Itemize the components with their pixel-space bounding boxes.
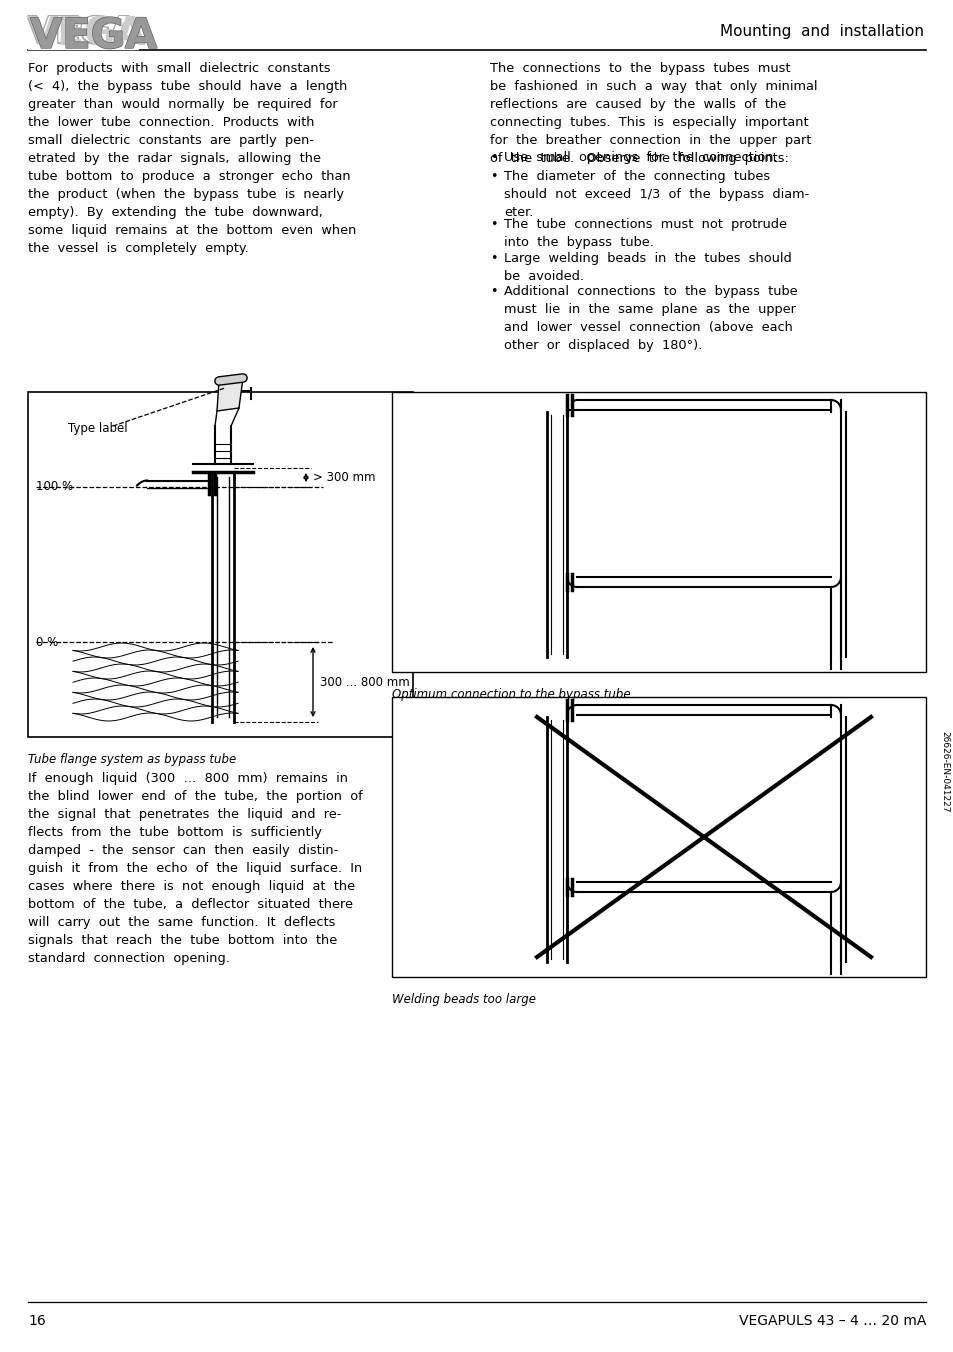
Text: VEGA: VEGA xyxy=(28,15,138,49)
Text: VEGA: VEGA xyxy=(28,16,138,50)
Text: 300 ... 800 mm: 300 ... 800 mm xyxy=(319,676,410,688)
Text: The  diameter  of  the  connecting  tubes
should  not  exceed  1/3  of  the  byp: The diameter of the connecting tubes sho… xyxy=(503,169,808,219)
Text: VEGA: VEGA xyxy=(28,15,147,53)
Text: The  connections  to  the  bypass  tubes  must
be  fashioned  in  such  a  way  : The connections to the bypass tubes must… xyxy=(490,62,817,165)
Text: VEGA: VEGA xyxy=(27,16,136,50)
Text: •: • xyxy=(490,251,497,265)
Text: VEGA: VEGA xyxy=(30,16,140,50)
Text: For  products  with  small  dielectric  constants
(<  4),  the  bypass  tube  sh: For products with small dielectric const… xyxy=(28,62,356,256)
Text: VEGA: VEGA xyxy=(30,15,140,49)
Text: VEGA: VEGA xyxy=(28,14,138,47)
Text: Tube flange system as bypass tube: Tube flange system as bypass tube xyxy=(28,753,236,767)
Text: •: • xyxy=(490,218,497,231)
Text: Mounting  and  installation: Mounting and installation xyxy=(720,24,923,39)
Text: Welding beads too large: Welding beads too large xyxy=(392,992,536,1006)
Text: Additional  connections  to  the  bypass  tube
must  lie  in  the  same  plane  : Additional connections to the bypass tub… xyxy=(503,285,797,353)
Text: •: • xyxy=(490,285,497,299)
Text: Type label: Type label xyxy=(68,422,128,435)
Text: VEGA: VEGA xyxy=(27,15,136,49)
Text: VEGAPULS 43 – 4 … 20 mA: VEGAPULS 43 – 4 … 20 mA xyxy=(738,1314,925,1328)
Text: 100 %: 100 % xyxy=(36,480,73,493)
Text: VEGA: VEGA xyxy=(27,14,136,47)
Text: VEGA: VEGA xyxy=(30,15,157,57)
Text: Large  welding  beads  in  the  tubes  should
be  avoided.: Large welding beads in the tubes should … xyxy=(503,251,791,283)
Bar xyxy=(392,392,925,672)
Text: > 300 mm: > 300 mm xyxy=(313,470,375,484)
Text: •: • xyxy=(490,151,497,164)
Text: 0 %: 0 % xyxy=(36,635,58,649)
Text: If  enough  liquid  (300  …  800  mm)  remains  in
the  blind  lower  end  of  t: If enough liquid (300 … 800 mm) remains … xyxy=(28,772,362,965)
Text: VEGA: VEGA xyxy=(30,14,140,47)
Text: 16: 16 xyxy=(28,1314,46,1328)
Text: •: • xyxy=(490,169,497,183)
Text: 26626-EN-041227: 26626-EN-041227 xyxy=(940,731,948,813)
Text: VEGA: VEGA xyxy=(28,15,138,49)
Text: The  tube  connections  must  not  protrude
into  the  bypass  tube.: The tube connections must not protrude i… xyxy=(503,218,786,249)
Text: Optimum connection to the bypass tube: Optimum connection to the bypass tube xyxy=(392,688,630,700)
Text: Use  small  openings  for  the  connection.: Use small openings for the connection. xyxy=(503,151,777,164)
Bar xyxy=(392,698,925,977)
Bar xyxy=(28,392,413,737)
Polygon shape xyxy=(216,379,243,411)
